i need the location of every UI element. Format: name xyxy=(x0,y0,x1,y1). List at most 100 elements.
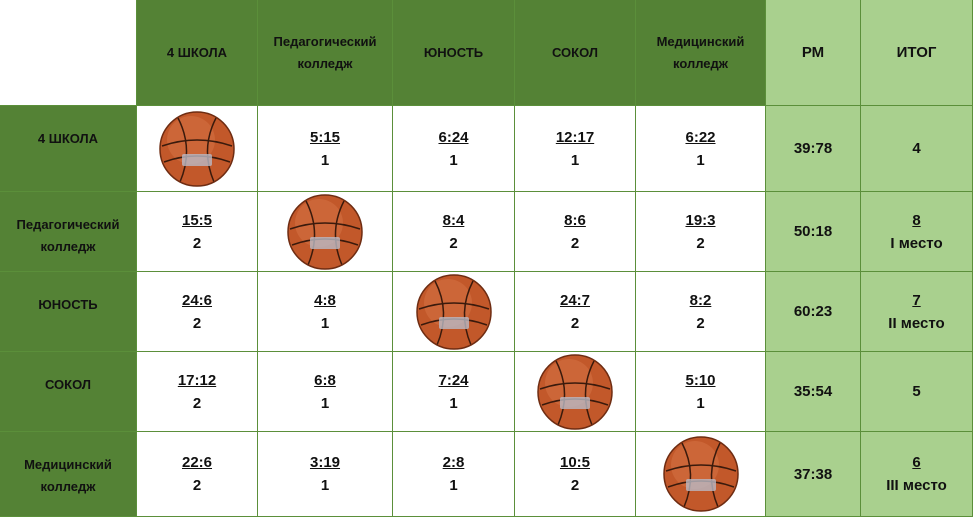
pm-value: 50:18 xyxy=(793,223,833,240)
total-value: 4 xyxy=(912,140,921,157)
score: 5:10 xyxy=(685,371,716,389)
points: 1 xyxy=(449,394,458,412)
result-cell: 4:8 1 xyxy=(258,272,393,352)
total-value: 6 xyxy=(912,454,921,471)
score: 4:8 xyxy=(314,291,336,309)
column-header: Педагогический колледж xyxy=(273,33,377,71)
points: 1 xyxy=(449,151,458,169)
score: 15:5 xyxy=(181,211,213,229)
total-value: 8 xyxy=(912,211,921,229)
score: 5:15 xyxy=(309,128,341,146)
column-header: Медицинский колледж xyxy=(656,33,745,71)
result-cell: 6:8 1 xyxy=(258,352,393,432)
result-cell: 8:2 2 xyxy=(636,272,766,352)
row-header-cell: 4 ШКОЛА xyxy=(0,106,137,192)
basketball xyxy=(537,353,613,430)
header-cell: Медицинский колледж xyxy=(636,0,766,106)
total-cell: 4 xyxy=(861,106,973,192)
points: 2 xyxy=(192,314,202,332)
header-cell: Педагогический колледж xyxy=(258,0,393,106)
column-header: СОКОЛ xyxy=(551,44,599,60)
ball-body xyxy=(663,437,738,511)
header-cell: СОКОЛ xyxy=(515,0,636,106)
total-cell: 8 I место xyxy=(861,192,973,272)
points: 2 xyxy=(570,234,580,252)
total-value: 7 xyxy=(912,291,921,309)
place: I место xyxy=(890,234,943,252)
row-header: ЮНОСТЬ xyxy=(38,297,98,312)
row-header: Медицинский колледж xyxy=(24,457,112,494)
points: 1 xyxy=(320,151,330,169)
row-header-cell: Медицинский колледж xyxy=(0,432,137,517)
pm-value: 60:23 xyxy=(793,303,833,320)
score: 12:17 xyxy=(555,128,595,146)
pm-value: 39:78 xyxy=(793,140,833,157)
basketball xyxy=(415,273,492,350)
result-cell xyxy=(515,352,636,432)
score: 24:7 xyxy=(559,291,591,309)
result-cell: 6:24 1 xyxy=(393,106,515,192)
pm-cell: 60:23 xyxy=(766,272,861,352)
total-value: 5 xyxy=(912,383,921,400)
result-cell: 24:6 2 xyxy=(137,272,258,352)
score: 6:8 xyxy=(314,371,336,389)
basketball xyxy=(287,193,363,270)
result-cell: 2:8 1 xyxy=(393,432,515,517)
ball-logo xyxy=(182,153,212,166)
basketball xyxy=(159,110,235,187)
ball-body xyxy=(416,274,491,349)
ball-outline xyxy=(537,353,613,430)
total-cell: 5 xyxy=(861,352,973,432)
pm-value: 35:54 xyxy=(793,383,833,400)
ball-logo xyxy=(685,479,716,491)
column-header: ЮНОСТЬ xyxy=(423,44,484,60)
result-cell: 15:5 2 xyxy=(137,192,258,272)
ball-body xyxy=(288,194,362,269)
ball-outline xyxy=(287,193,363,270)
result-cell: 22:6 2 xyxy=(137,432,258,517)
ball-outline xyxy=(662,436,739,512)
points: 2 xyxy=(570,477,580,494)
score: 24:6 xyxy=(181,291,213,309)
score: 8:6 xyxy=(564,211,586,229)
ball-body xyxy=(538,354,612,429)
points: 1 xyxy=(320,394,330,412)
header-cell: ИТОГ xyxy=(861,0,973,106)
pm-cell: 39:78 xyxy=(766,106,861,192)
result-cell: 10:5 2 xyxy=(515,432,636,517)
row-header: 4 ШКОЛА xyxy=(37,131,99,146)
row-header-cell: ЮНОСТЬ xyxy=(0,272,137,352)
result-cell xyxy=(137,106,258,192)
points: 1 xyxy=(449,477,458,494)
place: III место xyxy=(886,477,947,494)
score: 6:22 xyxy=(685,128,716,146)
result-cell: 6:22 1 xyxy=(636,106,766,192)
result-cell: 17:12 2 xyxy=(137,352,258,432)
score: 2:8 xyxy=(442,454,465,471)
pm-value: 37:38 xyxy=(793,465,833,483)
pm-cell: 50:18 xyxy=(766,192,861,272)
ball-logo xyxy=(310,236,340,249)
row-header: СОКОЛ xyxy=(44,377,92,392)
points: 2 xyxy=(192,394,202,412)
total-header: ИТОГ xyxy=(896,44,937,61)
score: 17:12 xyxy=(177,371,217,389)
points: 1 xyxy=(696,151,705,169)
result-cell: 24:7 2 xyxy=(515,272,636,352)
row-header: Педагогический колледж xyxy=(16,217,120,254)
corner-cell xyxy=(0,0,137,106)
pm-header: РМ xyxy=(801,44,825,61)
ball-outline xyxy=(159,110,235,187)
score: 10:5 xyxy=(559,454,591,471)
total-cell: 6 III место xyxy=(861,432,973,517)
score: 22:6 xyxy=(181,454,213,471)
result-cell: 8:4 2 xyxy=(393,192,515,272)
result-cell: 8:6 2 xyxy=(515,192,636,272)
score: 8:4 xyxy=(442,211,465,229)
result-cell xyxy=(393,272,515,352)
ball-logo xyxy=(438,316,469,329)
header-cell: РМ xyxy=(766,0,861,106)
header-cell: 4 ШКОЛА xyxy=(137,0,258,106)
points: 1 xyxy=(570,151,580,169)
